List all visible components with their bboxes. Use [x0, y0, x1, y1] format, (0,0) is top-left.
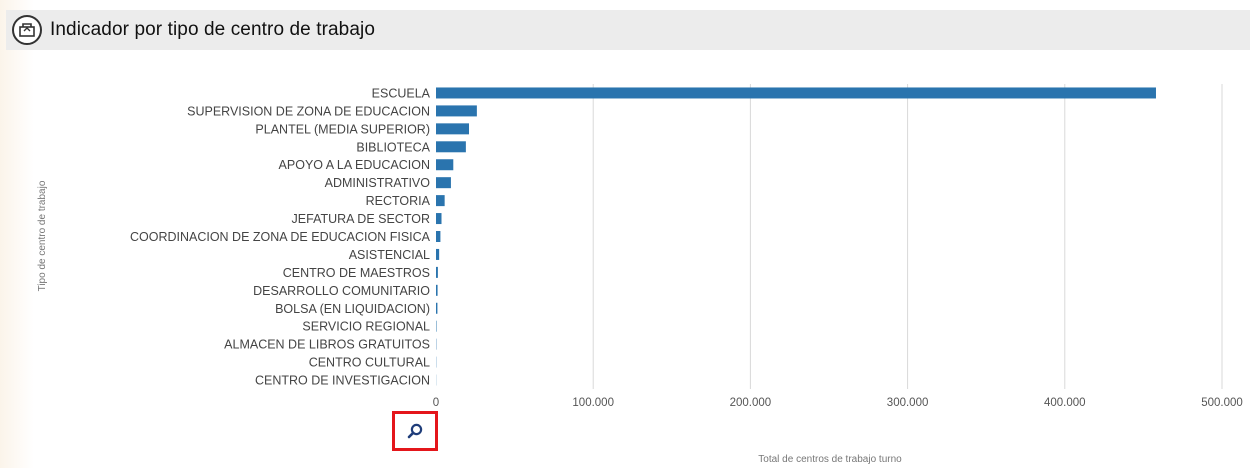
zoom-button[interactable]	[392, 411, 438, 451]
x-tick-label: 200.000	[730, 397, 772, 409]
category-label: DESARROLLO COMUNITARIO	[253, 284, 430, 298]
x-tick-label: 500.000	[1201, 397, 1243, 409]
category-label: SERVICIO REGIONAL	[302, 320, 430, 334]
x-tick-label: 100.000	[572, 397, 614, 409]
category-label: CENTRO DE INVESTIGACION	[255, 374, 430, 388]
bar[interactable]	[436, 231, 441, 242]
panel-header: Indicador por tipo de centro de trabajo	[6, 10, 1250, 50]
bar[interactable]	[436, 248, 440, 260]
bar[interactable]	[436, 105, 477, 117]
bar[interactable]	[436, 177, 451, 189]
bar[interactable]	[436, 266, 438, 278]
bar[interactable]	[436, 141, 466, 153]
category-label: ASISTENCIAL	[349, 248, 430, 262]
bar[interactable]	[436, 87, 1156, 99]
category-label: CENTRO CULTURAL	[309, 356, 430, 370]
bar[interactable]	[436, 213, 442, 225]
x-tick-labels: 0 100.000 200.000 300.000 400.000 500.000	[433, 397, 1243, 409]
category-label: COORDINACION DE ZONA DE EDUCACION FISICA	[130, 230, 431, 244]
x-tick-label: 300.000	[887, 397, 929, 409]
y-axis-title: Tipo de centro de trabajo	[37, 180, 48, 291]
category-labels: ESCUELA SUPERVISION DE ZONA DE EDUCACION P…	[130, 86, 431, 387]
grid-lines	[592, 84, 1223, 389]
magnifier-icon	[407, 423, 423, 439]
x-axis-title: Total de centros de trabajo turno	[758, 454, 902, 465]
category-label: SUPERVISION DE ZONA DE EDUCACION	[187, 104, 430, 118]
category-label: BOLSA (EN LIQUIDACION)	[275, 302, 430, 316]
category-label: PLANTEL (MEDIA SUPERIOR)	[255, 122, 430, 136]
left-decorative-strip	[0, 0, 34, 468]
category-label: ESCUELA	[372, 86, 431, 100]
category-label: JEFATURA DE SECTOR	[292, 212, 430, 226]
chart-box-icon	[12, 15, 42, 45]
category-label: CENTRO DE MAESTROS	[283, 266, 430, 280]
bar[interactable]	[436, 195, 445, 207]
bars	[436, 87, 1156, 386]
panel-title: Indicador por tipo de centro de trabajo	[50, 19, 375, 40]
x-tick-label: 400.000	[1044, 397, 1086, 409]
bar[interactable]	[436, 123, 470, 135]
bar[interactable]	[436, 284, 438, 296]
bar[interactable]	[436, 302, 438, 314]
bar[interactable]	[436, 159, 454, 171]
category-label: ADMINISTRATIVO	[325, 176, 431, 190]
category-label: APOYO A LA EDUCACION	[279, 158, 430, 172]
x-tick-label: 0	[433, 397, 439, 409]
category-label: RECTORIA	[366, 194, 431, 208]
category-label: BIBLIOTECA	[356, 140, 430, 154]
category-label: ALMACEN DE LIBROS GRATUITOS	[224, 338, 430, 352]
